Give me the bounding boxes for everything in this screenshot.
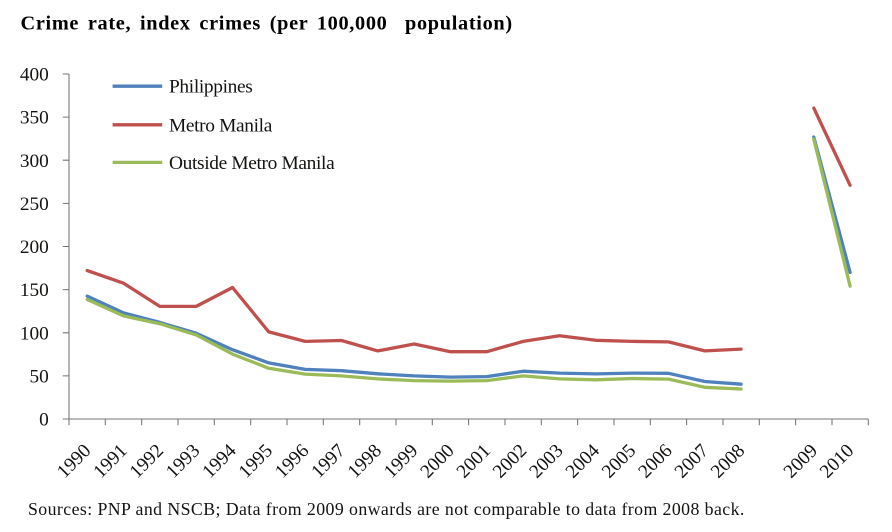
svg-text:350: 350 (20, 108, 49, 129)
svg-text:400: 400 (20, 65, 49, 86)
svg-text:Outside Metro Manila: Outside Metro Manila (169, 153, 335, 174)
svg-text:250: 250 (20, 194, 49, 215)
svg-text:Metro Manila: Metro Manila (169, 115, 273, 136)
svg-text:100: 100 (20, 323, 49, 344)
svg-text:150: 150 (20, 280, 49, 301)
svg-text:50: 50 (30, 367, 49, 388)
svg-text:Crime rate, index crimes (per: Crime rate, index crimes (per 100,000 po… (21, 13, 513, 35)
svg-text:200: 200 (20, 237, 49, 258)
svg-text:0: 0 (39, 410, 49, 431)
svg-text:Philippines: Philippines (169, 77, 252, 98)
svg-text:Sources: PNP and NSCB; Data fr: Sources: PNP and NSCB; Data from 2009 on… (28, 499, 745, 519)
svg-text:300: 300 (20, 151, 49, 172)
